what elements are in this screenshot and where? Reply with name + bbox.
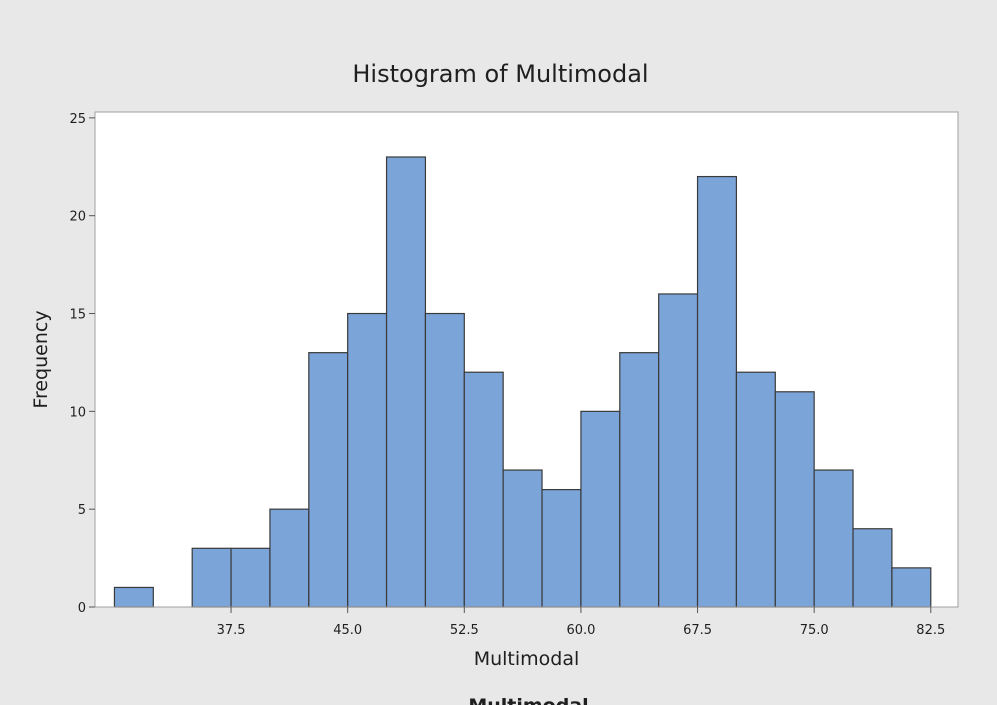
y-tick-label: 0 — [78, 601, 86, 616]
x-tick-label: 37.5 — [217, 623, 246, 638]
histogram-bar — [269, 508, 310, 608]
y-axis-label: Frequency — [30, 310, 52, 408]
histogram-bar — [735, 371, 776, 608]
x-axis-label: Multimodal — [474, 648, 580, 670]
histogram-bar — [813, 469, 854, 608]
histogram-bar — [308, 352, 349, 608]
x-tick-label: 75.0 — [800, 623, 829, 638]
y-tick-label: 20 — [69, 210, 86, 225]
x-tick-label: 45.0 — [333, 623, 362, 638]
histogram-bar — [852, 528, 893, 608]
y-tick-label: 10 — [69, 405, 86, 420]
x-tick-label: 60.0 — [566, 623, 595, 638]
bars-group — [95, 156, 958, 608]
y-axis: 0 5 10 15 20 25 — [69, 112, 95, 616]
histogram-bar — [658, 293, 699, 608]
footer-caption: Multimodal — [468, 695, 588, 705]
x-tick-label: 67.5 — [683, 623, 712, 638]
x-tick-label: 52.5 — [450, 623, 479, 638]
x-tick-label: 82.5 — [916, 623, 945, 638]
y-tick-label: 15 — [69, 308, 86, 323]
histogram-bar — [541, 489, 582, 608]
x-axis: 37.5 45.0 52.5 60.0 67.5 75.0 82.5 — [217, 607, 945, 638]
y-tick-label: 25 — [69, 112, 86, 127]
histogram-bar — [347, 312, 388, 608]
histogram-bar — [502, 469, 543, 608]
y-tick-label: 5 — [78, 503, 86, 518]
histogram-bar — [424, 312, 465, 608]
histogram-bar — [619, 352, 660, 608]
histogram-bar — [774, 391, 815, 608]
histogram-bar — [696, 175, 738, 608]
histogram-bar — [463, 371, 504, 608]
histogram-bar — [891, 567, 932, 608]
histogram-bar — [230, 547, 271, 608]
histogram-bar — [113, 586, 154, 608]
histogram-bar — [385, 156, 427, 608]
histogram-bar — [191, 547, 232, 608]
histogram-bar — [580, 410, 621, 608]
chart-title: Histogram of Multimodal — [352, 60, 648, 88]
